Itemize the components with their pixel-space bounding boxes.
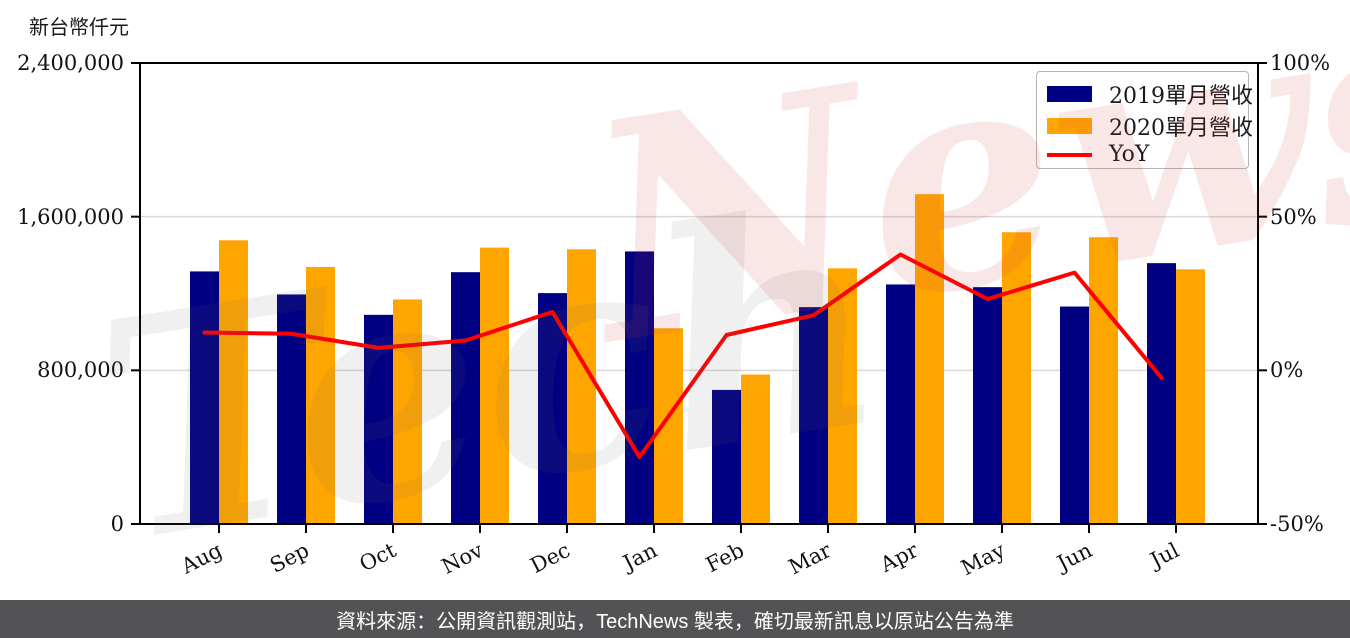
bar-2020-jun xyxy=(1089,237,1118,524)
legend-swatch-2020 xyxy=(1047,118,1092,134)
y-axis-label-right: 0% xyxy=(1270,358,1304,383)
bar-2019-nov xyxy=(451,272,480,524)
bar-2019-mar xyxy=(799,307,828,524)
bar-2020-apr xyxy=(915,194,944,524)
legend-item-yoy: YoY xyxy=(1047,142,1238,167)
bar-2019-feb xyxy=(712,389,741,524)
legend-item-2020: 2020單月營收 xyxy=(1047,110,1253,142)
legend-item-2019: 2019單月營收 xyxy=(1047,78,1253,110)
legend-box: 2019單月營收 2020單月營收 YoY xyxy=(1036,71,1253,169)
bar-2019-aug xyxy=(190,271,219,524)
bar-2020-mar xyxy=(828,268,857,524)
y-axis-label-left: 0 xyxy=(110,512,124,536)
y-axis-label-left: 800,000 xyxy=(37,358,124,383)
y-axis-label-left: 1,600,000 xyxy=(17,204,124,229)
bar-2020-jul xyxy=(1176,269,1205,524)
yoy-line xyxy=(202,252,1164,460)
bar-2019-may xyxy=(973,287,1002,524)
legend-label-yoy: YoY xyxy=(1109,142,1150,167)
bar-2020-sep xyxy=(306,266,335,524)
bar-2020-aug xyxy=(219,240,248,525)
y-axis-unit-label: 新台幣仟元 xyxy=(29,15,129,39)
bar-2019-apr xyxy=(886,284,915,524)
footer-text: 資料來源：公開資訊觀測站，TechNews 製表，確切最新訊息以原站公告為準 xyxy=(336,610,1014,633)
legend-label-2019: 2019單月營收 xyxy=(1109,84,1253,109)
bar-2019-sep xyxy=(277,294,306,524)
bar-2020-nov xyxy=(480,247,509,524)
y-axis-label-right: 50% xyxy=(1270,204,1317,229)
bar-2019-jan xyxy=(625,251,654,524)
bar-2019-jun xyxy=(1060,306,1089,524)
bar-2020-may xyxy=(1002,232,1031,525)
y-axis-label-left: 2,400,000 xyxy=(17,51,124,75)
legend-label-2020: 2020單月營收 xyxy=(1109,116,1253,141)
legend-swatch-2019 xyxy=(1047,86,1092,102)
bar-2020-jan xyxy=(654,328,683,524)
bar-2019-jul xyxy=(1147,263,1176,524)
legend-swatch-yoy-line xyxy=(1047,152,1092,157)
bar-2020-oct xyxy=(393,299,422,524)
bar-2020-dec xyxy=(567,249,596,524)
footer-bar: 資料來源：公開資訊觀測站，TechNews 製表，確切最新訊息以原站公告為準 xyxy=(0,600,1350,638)
plot-border xyxy=(139,62,1259,525)
bar-2020-feb xyxy=(741,374,770,524)
y-axis-label-right: 100% xyxy=(1270,51,1331,75)
y-axis-label-right: -50% xyxy=(1270,512,1324,536)
